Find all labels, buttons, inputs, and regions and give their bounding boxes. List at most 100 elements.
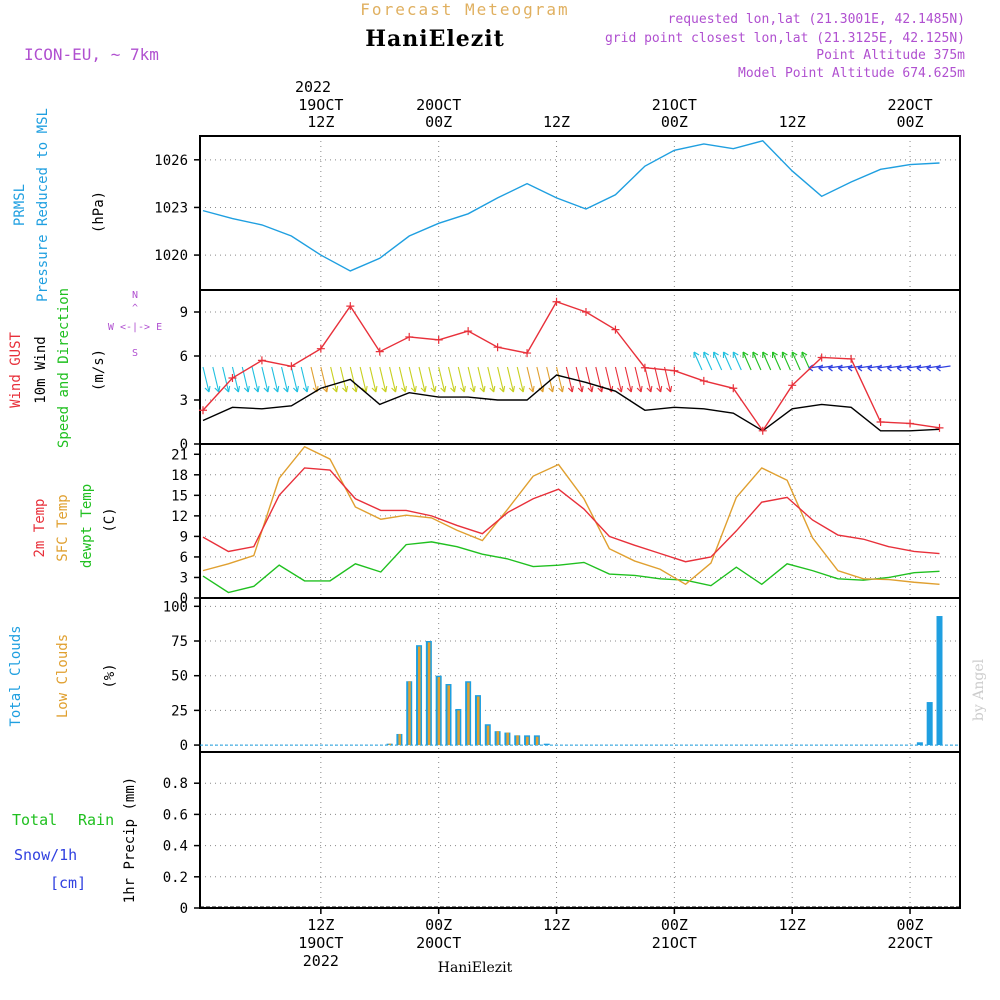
requested-coords: requested lon,lat (21.3001E, 42.1485N) [668,12,965,27]
clouds-panel: 0 25 50 75 100 [163,597,961,754]
wind-arrow [408,366,417,393]
wind-arrow [781,351,791,371]
wind-arrow [565,366,574,393]
sfc-temp-line [202,445,940,586]
wind-arrow [231,366,241,393]
wind-arrow [467,366,476,393]
total-cloud-bar [936,616,943,746]
pressure-long-label: Pressure Reduced to MSL [35,108,51,302]
compass-n: N [132,290,138,301]
wind-arrow [703,351,713,371]
pressure-unit: (hPa) [91,191,107,233]
wind-arrow [330,366,339,393]
wind-arrow [713,351,723,371]
pressure-panel: 1020 1023 1026 [154,135,961,291]
low-cloud-label: Low Clouds [55,634,71,718]
top-hour-label: 12Z [543,113,570,131]
wind-arrow [722,351,732,371]
gust-line-marker [375,347,384,356]
precip-rain-label: Rain [78,811,114,829]
wind-arrow [281,366,290,393]
wind-arrow [300,366,309,393]
bottom-hour-label: 12Z [543,916,570,934]
compass-we: W <-|-> E [108,322,162,333]
wind-arrow [447,366,457,393]
wind-arrow [654,366,663,393]
low-cloud-bar [486,725,490,746]
low-cloud-bar [388,743,392,746]
temp-labels: 2m Temp SFC Temp dewpt Temp (C) [32,484,118,568]
top-date-label: 22OCT [887,96,932,114]
top-year-label: 2022 [295,78,331,96]
gust-line-marker [876,418,885,426]
low-cloud-bar [408,681,411,746]
low-cloud-bar [437,677,441,746]
wind-unit: (m/s) [91,349,107,391]
dewpt-line [202,541,940,594]
y-tick-label: 6 [180,349,188,365]
gust-line-marker [316,344,325,353]
y-tick-label: 25 [171,703,188,719]
top-date-label: 19OCT [298,96,343,114]
wind-arrow [801,351,811,371]
low-cloud-bar [457,710,460,746]
low-cloud-bar [447,685,450,746]
wind-arrow [251,366,260,393]
wind-arrow [762,351,772,371]
dewpt-label: dewpt Temp [79,484,95,568]
compass-arrow-up: ^ [132,303,138,314]
gust-line-marker [935,423,944,432]
wind-arrow [497,366,506,393]
credit-label: by Angel [971,658,987,721]
panel-frame [199,135,961,291]
wind-arrow [457,366,466,393]
precip-cm-label: [cm] [50,874,86,892]
y-tick-label: 21 [171,447,188,463]
total-cloud-bar [926,702,933,746]
low-cloud-bar [467,682,470,746]
footer-station: HaniElezit [438,960,513,976]
y-tick-label: 1023 [154,200,188,216]
wind-arrow [389,366,398,393]
gust-line-marker [523,349,532,358]
wind-arrow [644,366,653,393]
wind-arrow [614,366,623,393]
gust-line-marker [906,419,915,428]
gust-line-marker [611,325,620,334]
gust-line-marker [758,426,767,435]
bottom-date-label: 20OCT [416,934,461,952]
wind-arrow [320,366,329,393]
sfc-temp-label: SFC Temp [55,494,71,561]
wind-arrow [222,366,231,393]
wind-panel: 0 3 6 9 [180,289,961,453]
wind-arrow [732,351,742,371]
precip-total-label: Total [12,811,57,829]
precip-snow-label: Snow/1h [14,846,77,864]
y-tick-label: 1026 [154,153,188,169]
temp-unit: (C) [102,507,118,532]
gust-line-marker [287,362,296,371]
gust-line-marker [464,327,473,336]
wind-labels: Wind GUST 10m Wind Speed and Direction (… [8,288,162,448]
wind-arrow [575,366,584,393]
top-hour-label: 00Z [425,113,452,131]
wind-arrow [526,366,535,393]
wind-arrow [595,366,604,393]
bottom-year-label: 2022 [303,952,339,970]
wind-arrow [290,366,299,393]
low-cloud-bar [398,733,401,746]
temperature-panel: 0 3 6 9 12 15 18 21 [171,443,961,607]
low-cloud-bar [476,696,480,746]
precip-labels: Total Rain Snow/1h [cm] 1hr Precip (mm) [12,777,138,903]
gust-line-marker [581,308,590,316]
cloud-unit: (%) [102,663,118,688]
bottom-date-label: 22OCT [887,934,932,952]
gust-line-marker [434,335,443,344]
wind-arrow [742,351,752,371]
wind-arrow [506,366,515,393]
wind-arrow [693,351,703,371]
y-tick-label: 3 [180,393,188,409]
gust-line-marker [228,374,237,382]
